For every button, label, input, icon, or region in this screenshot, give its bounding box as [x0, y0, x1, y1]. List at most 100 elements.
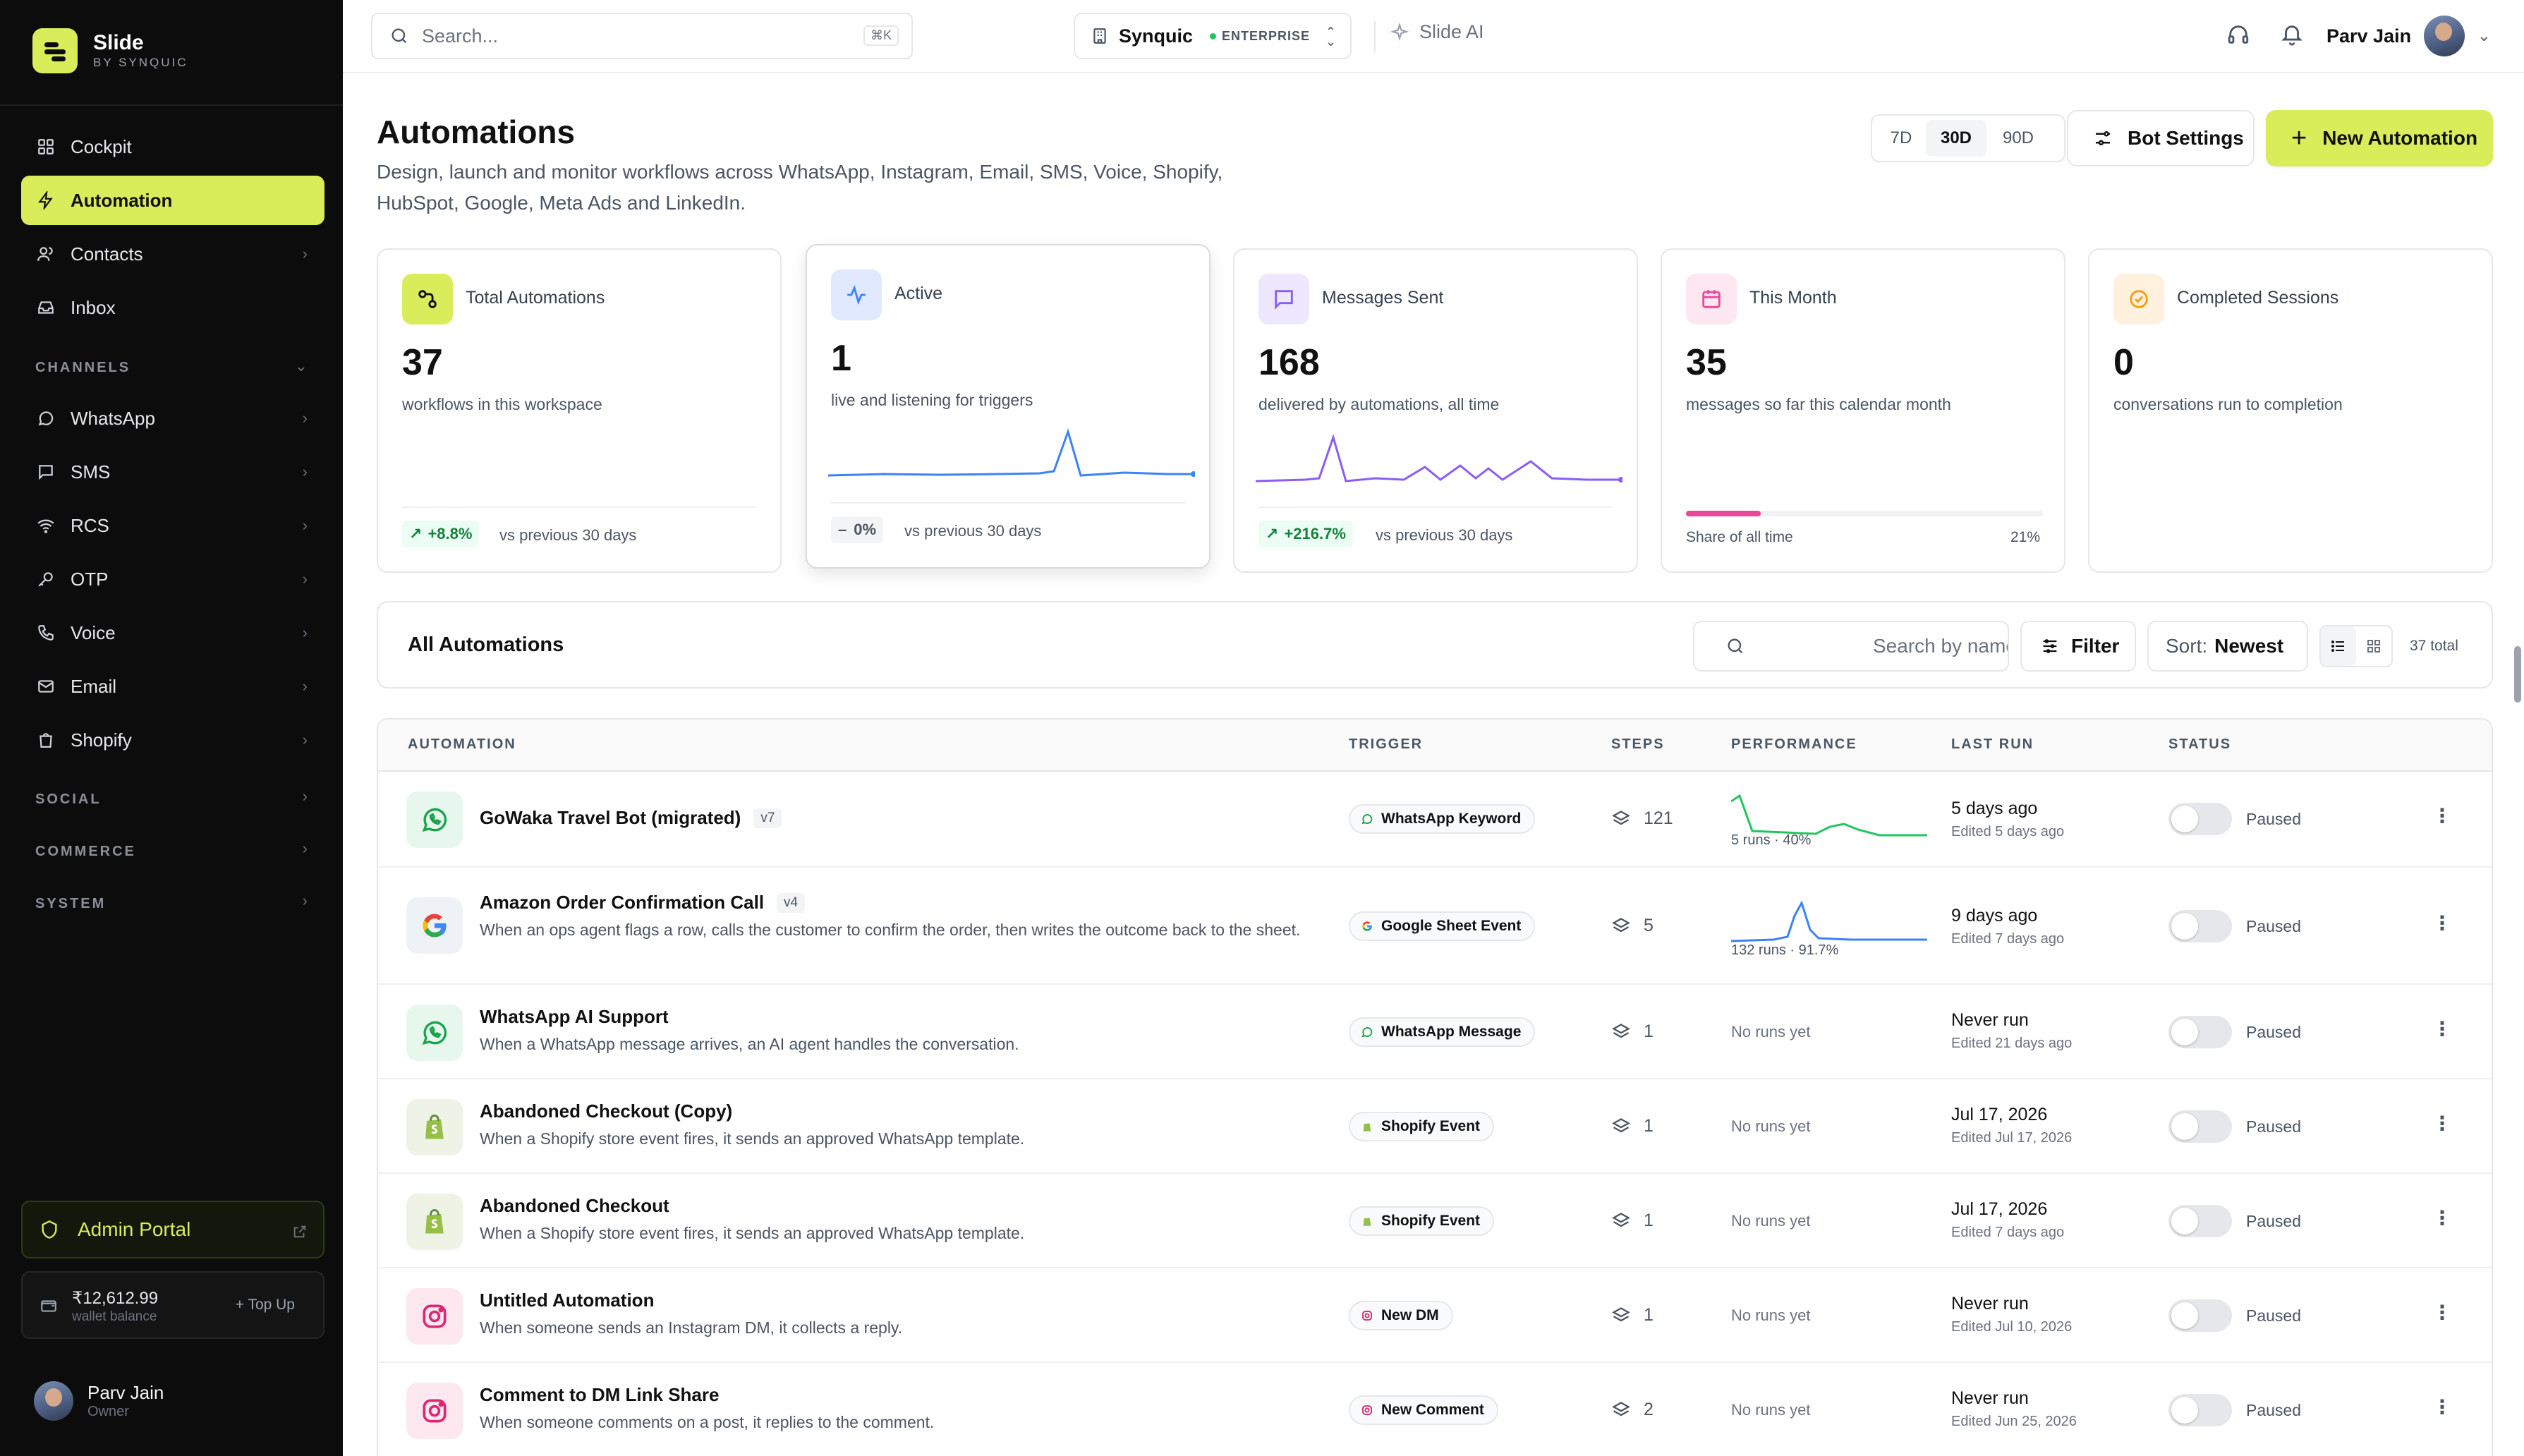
more-vertical-icon[interactable]: ⋮: [2432, 1302, 2452, 1323]
automation-name-text: Abandoned Checkout (Copy): [480, 1100, 733, 1122]
automation-name[interactable]: WhatsApp AI Support: [480, 1006, 669, 1028]
sidebar-item-cockpit[interactable]: Cockpit: [21, 122, 324, 171]
instagram-icon: [406, 1288, 463, 1345]
steps-count: 1: [1611, 1116, 1654, 1136]
column-header[interactable]: LAST RUN: [1951, 736, 2034, 752]
brand-sub: BY SYNQUIC: [93, 56, 188, 69]
section-social[interactable]: SOCIAL: [35, 791, 102, 807]
more-vertical-icon[interactable]: ⋮: [2432, 1396, 2452, 1418]
scrollbar-thumb[interactable]: [2514, 646, 2521, 703]
status-toggle[interactable]: [2168, 1394, 2232, 1426]
range-90d[interactable]: 90D: [2002, 128, 2034, 147]
automation-name[interactable]: Abandoned Checkout: [480, 1195, 669, 1217]
grid-view-icon[interactable]: [2356, 626, 2391, 666]
user-menu[interactable]: Parv Jain ⌄: [2326, 16, 2491, 56]
table-row[interactable]: GoWaka Travel Bot (migrated) v7 WhatsApp …: [378, 772, 2492, 868]
section-commerce[interactable]: COMMERCE: [35, 844, 136, 859]
table-row[interactable]: Untitled Automation When someone sends a…: [378, 1268, 2492, 1363]
automation-name[interactable]: Abandoned Checkout (Copy): [480, 1100, 732, 1122]
automation-name[interactable]: Untitled Automation: [480, 1290, 654, 1311]
sidebar-user[interactable]: Parv Jain Owner: [34, 1381, 164, 1421]
new-automation-button[interactable]: + New Automation: [2266, 110, 2493, 166]
section-channels[interactable]: CHANNELS: [35, 360, 131, 375]
sidebar-item-email[interactable]: Email ›: [21, 662, 324, 711]
sidebar-item-shopify[interactable]: Shopify ›: [21, 715, 324, 765]
performance-empty: No runs yet: [1731, 1117, 1811, 1135]
range-7d[interactable]: 7D: [1890, 128, 1912, 147]
sidebar-item-whatsapp[interactable]: WhatsApp ›: [21, 394, 324, 443]
automation-description: When someone comments on a post, it repl…: [480, 1413, 935, 1431]
bell-icon[interactable]: [2280, 23, 2304, 50]
more-vertical-icon[interactable]: ⋮: [2432, 1018, 2452, 1040]
status-toggle[interactable]: [2168, 803, 2232, 835]
slide-ai-button[interactable]: Slide AI: [1390, 21, 1484, 43]
sidebar-item-otp[interactable]: OTP ›: [21, 554, 324, 604]
table-row[interactable]: WhatsApp AI Support When a WhatsApp mess…: [378, 985, 2492, 1079]
chevron-right-icon[interactable]: ›: [302, 787, 308, 805]
steps-count: 1: [1611, 1021, 1654, 1042]
column-header[interactable]: TRIGGER: [1349, 736, 1424, 752]
more-vertical-icon[interactable]: ⋮: [2432, 1207, 2452, 1229]
brand[interactable]: Slide BY SYNQUIC: [32, 28, 188, 73]
search-input[interactable]: Search... ⌘K: [371, 13, 913, 59]
status-toggle[interactable]: [2168, 910, 2232, 942]
chevron-down-icon[interactable]: ⌄: [294, 357, 308, 375]
layers-icon: [1612, 1306, 1630, 1321]
sidebar-item-inbox[interactable]: Inbox: [21, 283, 324, 332]
column-header[interactable]: STATUS: [2168, 736, 2232, 752]
status-toggle[interactable]: [2168, 1299, 2232, 1332]
sidebar-item-voice[interactable]: Voice ›: [21, 608, 324, 657]
sidebar-item-sms[interactable]: SMS ›: [21, 447, 324, 497]
more-vertical-icon[interactable]: ⋮: [2432, 805, 2452, 827]
table-row[interactable]: Comment to DM Link Share When someone co…: [378, 1363, 2492, 1456]
more-vertical-icon[interactable]: ⋮: [2432, 1112, 2452, 1134]
automation-name-text: GoWaka Travel Bot (migrated): [480, 807, 741, 828]
delta-compare: vs previous 30 days: [499, 526, 637, 544]
range-30d[interactable]: 30D: [1926, 120, 1986, 157]
status-toggle[interactable]: [2168, 1110, 2232, 1143]
filter-label: Filter: [2071, 635, 2120, 657]
section-system[interactable]: SYSTEM: [35, 896, 107, 911]
headset-icon[interactable]: [2226, 23, 2250, 50]
list-view-icon[interactable]: [2321, 626, 2356, 666]
status-toggle[interactable]: [2168, 1205, 2232, 1237]
bot-settings-button[interactable]: Bot Settings: [2067, 110, 2255, 166]
chevron-right-icon[interactable]: ›: [302, 839, 308, 857]
user-name: Parv Jain: [87, 1382, 164, 1403]
date-range-toggle: 7D 30D 90D: [1871, 114, 2065, 162]
sidebar-item-label: Inbox: [71, 296, 116, 318]
last-run: Never run: [1951, 1010, 2029, 1030]
automation-name-text: WhatsApp AI Support: [480, 1006, 669, 1027]
sidebar-item-rcs[interactable]: RCS ›: [21, 501, 324, 550]
automations-toolbar: All Automations Search by name or descri…: [377, 601, 2493, 688]
automation-name[interactable]: Amazon Order Confirmation Call v4: [480, 892, 806, 914]
status-toggle[interactable]: [2168, 1016, 2232, 1048]
more-vertical-icon[interactable]: ⋮: [2432, 912, 2452, 934]
table-row[interactable]: Amazon Order Confirmation Call v4 When an…: [378, 868, 2492, 985]
delta-compare: vs previous 30 days: [904, 522, 1042, 540]
list-search-input[interactable]: Search by name or description: [1693, 621, 2009, 672]
top-up-button[interactable]: + Top Up: [235, 1297, 295, 1313]
filter-button[interactable]: Filter: [2020, 621, 2136, 672]
table-row[interactable]: Abandoned Checkout (Copy) When a Shopify…: [378, 1079, 2492, 1174]
automation-name[interactable]: GoWaka Travel Bot (migrated) v7: [480, 807, 782, 829]
chevron-right-icon[interactable]: ›: [302, 892, 308, 909]
sidebar-item-contacts[interactable]: Contacts ›: [21, 229, 324, 279]
sort-select[interactable]: Sort: Newest: [2147, 621, 2308, 672]
automation-name[interactable]: Comment to DM Link Share: [480, 1384, 719, 1406]
trigger-badge: New Comment: [1349, 1395, 1498, 1425]
admin-portal-button[interactable]: Admin Portal: [21, 1201, 324, 1258]
chevron-updown-icon: ⌃ ⌄: [1325, 25, 1336, 49]
shopify-icon: [1360, 1120, 1374, 1134]
table-row[interactable]: Abandoned Checkout When a Shopify store …: [378, 1174, 2492, 1268]
column-header[interactable]: PERFORMANCE: [1731, 736, 1857, 752]
steps-count: 121: [1611, 808, 1673, 829]
last-run: 9 days ago: [1951, 906, 2038, 926]
column-header[interactable]: AUTOMATION: [408, 736, 516, 752]
sidebar-item-automation[interactable]: Automation: [21, 176, 324, 225]
wallet-icon: [40, 1297, 58, 1318]
layers-icon: [1612, 1117, 1630, 1132]
progress-fill: [1686, 511, 1761, 516]
column-header[interactable]: STEPS: [1611, 736, 1665, 752]
workspace-switcher[interactable]: Synquic ENTERPRISE ⌃ ⌄: [1074, 13, 1352, 59]
